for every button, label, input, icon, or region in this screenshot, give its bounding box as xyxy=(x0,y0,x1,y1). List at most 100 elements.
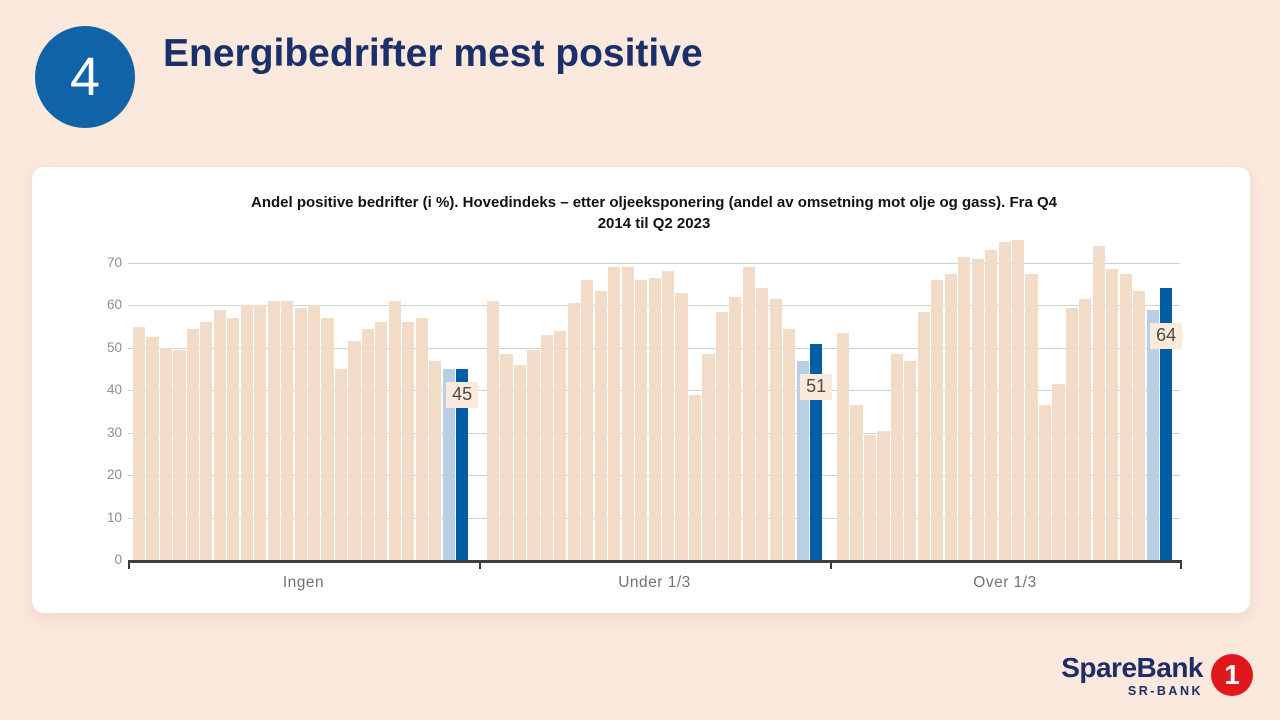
bar xyxy=(1065,307,1078,560)
bar xyxy=(594,290,607,560)
bar xyxy=(321,318,334,560)
bar xyxy=(1052,383,1065,560)
bar xyxy=(944,273,957,560)
bar xyxy=(1025,273,1038,560)
bar xyxy=(375,322,388,560)
x-axis-tick xyxy=(479,560,481,569)
bar xyxy=(863,434,877,560)
bar xyxy=(487,301,500,560)
bar xyxy=(146,337,159,560)
bar xyxy=(796,360,809,560)
bar xyxy=(1038,405,1052,560)
bar xyxy=(527,349,540,560)
bar xyxy=(608,267,621,560)
bar xyxy=(917,311,930,560)
bar xyxy=(294,307,307,560)
bar xyxy=(890,354,904,560)
bar xyxy=(904,360,917,560)
slide-number-badge: 4 xyxy=(35,26,135,128)
bar xyxy=(850,405,863,560)
bar xyxy=(554,330,567,560)
bar xyxy=(159,347,173,560)
bar xyxy=(1160,288,1173,560)
bar xyxy=(415,318,428,560)
x-axis-line xyxy=(128,560,1180,563)
bar xyxy=(985,250,998,560)
bar xyxy=(348,341,361,560)
bar xyxy=(173,349,186,560)
bar xyxy=(756,288,769,560)
y-tick-label: 50 xyxy=(106,339,122,355)
bar xyxy=(307,305,321,560)
bar xyxy=(388,301,401,560)
bar xyxy=(998,241,1011,560)
bar xyxy=(456,369,469,560)
chart-card: Andel positive bedrifter (i %). Hovedind… xyxy=(32,167,1250,613)
bar xyxy=(213,309,226,560)
page-title: Energibedrifter mest positive xyxy=(163,32,703,75)
value-label: 45 xyxy=(446,382,479,409)
bar xyxy=(837,333,850,560)
sparebank-logo: SpareBank SR-BANK 1 xyxy=(1061,654,1253,698)
bar xyxy=(1119,273,1132,560)
bar xyxy=(1011,239,1025,560)
bar xyxy=(200,322,213,560)
bar xyxy=(1133,290,1146,560)
y-tick-label: 40 xyxy=(106,382,122,398)
bar xyxy=(133,326,146,560)
x-axis-group-label: Under 1/3 xyxy=(618,574,691,591)
x-axis-group-label: Over 1/3 xyxy=(973,574,1037,591)
x-axis-group-label: Ingen xyxy=(282,574,325,591)
y-tick-label: 30 xyxy=(106,424,122,440)
bar xyxy=(402,322,415,560)
y-tick-label: 70 xyxy=(106,255,122,270)
bar xyxy=(661,271,675,560)
gridline xyxy=(128,263,1180,264)
bar xyxy=(227,318,240,560)
bar xyxy=(958,256,971,560)
bar xyxy=(648,277,661,560)
bar xyxy=(1106,269,1119,560)
bar xyxy=(971,258,984,560)
bar xyxy=(240,305,253,560)
value-label: 64 xyxy=(1150,322,1183,349)
bar xyxy=(361,328,374,560)
bar xyxy=(769,299,782,560)
bar xyxy=(442,369,455,560)
bar xyxy=(267,301,280,560)
bar xyxy=(1079,299,1092,560)
bar xyxy=(429,360,442,560)
slide-number: 4 xyxy=(69,47,101,107)
bar xyxy=(635,279,648,560)
logo-one-digit: 1 xyxy=(1224,659,1240,690)
y-tick-label: 20 xyxy=(106,467,122,483)
logo-text-block: SpareBank SR-BANK xyxy=(1061,652,1203,699)
bar xyxy=(581,279,594,560)
bar xyxy=(1092,246,1105,560)
bar xyxy=(783,328,796,560)
bar xyxy=(877,430,890,560)
value-label: 51 xyxy=(800,373,833,400)
bar xyxy=(567,303,580,560)
bar xyxy=(281,301,294,560)
x-axis-tick xyxy=(1180,560,1182,569)
bar xyxy=(334,369,348,560)
bar xyxy=(513,364,527,560)
bar xyxy=(702,354,715,560)
bar xyxy=(186,328,200,560)
y-tick-label: 0 xyxy=(114,552,122,567)
y-tick-label: 10 xyxy=(106,509,122,525)
bar xyxy=(500,354,513,560)
bar-chart: 0 10 20 30 40 50 60 70 45 Ingen 51 Under 1/3 64 Over … xyxy=(32,167,1250,613)
bar xyxy=(621,267,634,560)
bar xyxy=(254,305,267,560)
logo-brand-text: SpareBank xyxy=(1061,652,1203,683)
chart-title: Andel positive bedrifter (i %). Hovedind… xyxy=(250,194,1057,232)
bar xyxy=(742,267,755,560)
bar xyxy=(1146,309,1159,560)
bar xyxy=(675,292,688,560)
bar xyxy=(688,394,702,560)
sparebank1-one-icon: 1 xyxy=(1211,654,1253,696)
bar xyxy=(715,311,728,560)
x-axis-tick xyxy=(128,560,130,569)
